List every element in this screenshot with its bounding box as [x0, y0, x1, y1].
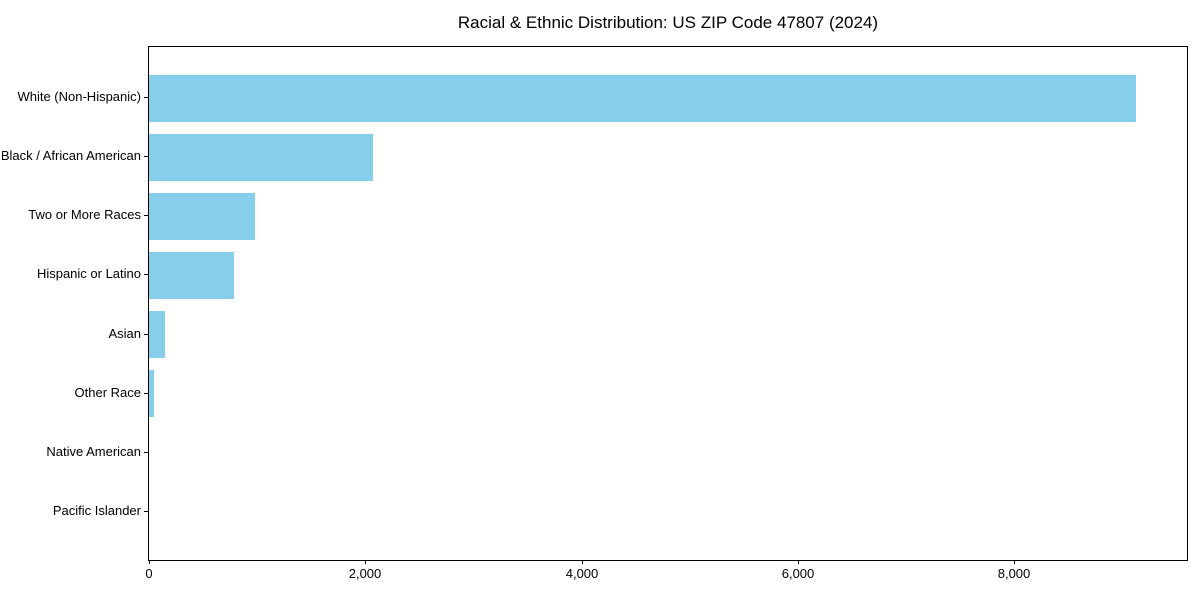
y-tick-two-or-more-races: [144, 215, 148, 216]
bar-black-african-american: [149, 133, 373, 181]
y-tick-hispanic-or-latino: [144, 274, 148, 275]
y-tick-white-non-hispanic: [144, 97, 148, 98]
y-axis-label-hispanic-or-latino: Hispanic or Latino: [36, 266, 141, 281]
bar-hispanic-or-latino: [149, 251, 234, 299]
x-tick-6000: [798, 560, 799, 564]
bar-two-or-more-races: [149, 192, 255, 240]
bar-white-non-hispanic: [149, 74, 1137, 122]
x-tick-2000: [365, 560, 366, 564]
y-tick-native-american: [144, 452, 148, 453]
y-axis-label-pacific-islander: Pacific Islander: [52, 503, 141, 518]
y-tick-pacific-islander: [144, 511, 148, 512]
x-tick-0: [149, 560, 150, 564]
x-tick-8000: [1014, 560, 1015, 564]
bar-other-race: [149, 370, 154, 418]
y-tick-asian: [144, 334, 148, 335]
y-axis-label-two-or-more-races: Two or More Races: [28, 207, 141, 222]
chart-title: Racial & Ethnic Distribution: US ZIP Cod…: [457, 13, 879, 32]
plot-area: [148, 46, 1188, 561]
y-axis-label-native-american: Native American: [46, 444, 141, 459]
bar-asian: [149, 311, 166, 359]
y-axis-label-asian: Asian: [108, 326, 141, 341]
y-axis-label-black-african-american: Black / African American: [0, 148, 141, 163]
x-tick-label-2000: 2,000: [348, 566, 382, 581]
y-axis-label-white-non-hispanic: White (Non-Hispanic): [17, 89, 141, 104]
x-tick-4000: [582, 560, 583, 564]
y-tick-other-race: [144, 393, 148, 394]
x-tick-label-4000: 4,000: [565, 566, 599, 581]
x-tick-label-8000: 8,000: [997, 566, 1031, 581]
y-axis-label-other-race: Other Race: [74, 385, 141, 400]
x-tick-label-0: 0: [145, 566, 153, 581]
x-tick-label-6000: 6,000: [781, 566, 815, 581]
y-tick-black-african-american: [144, 156, 148, 157]
